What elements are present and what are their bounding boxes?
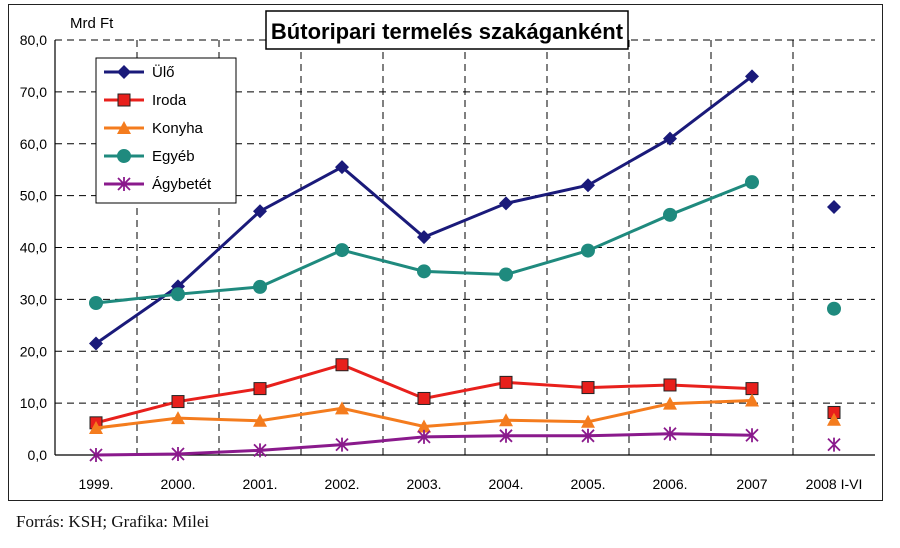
point-iroda: [171, 395, 185, 409]
y-tick-label: 50,0: [20, 188, 47, 204]
point-agybetet: [499, 428, 513, 443]
legend-label-konyha: Konyha: [152, 120, 204, 137]
point-konyha: [253, 413, 267, 427]
point-konyha: [499, 413, 513, 427]
x-tick-label: 2003.: [406, 476, 441, 492]
chart-title: Bútoripari termelés szakáganként: [271, 19, 624, 44]
legend-label-agybetet: Ágybetét: [152, 176, 212, 193]
point-egyeb: [663, 207, 677, 222]
chart-frame: [8, 4, 883, 501]
y-tick-label: 80,0: [20, 32, 47, 48]
point-egyeb: [827, 301, 841, 316]
y-tick-label: 20,0: [20, 343, 47, 359]
point-agybetet: [335, 437, 349, 452]
point-agybetet: [663, 426, 677, 441]
point-agybetet: [827, 437, 841, 452]
point-konyha: [663, 396, 677, 410]
point-agybetet: [171, 446, 185, 461]
y-tick-label: 0,0: [28, 447, 48, 463]
point-agybetet: [581, 428, 595, 443]
point-ulo: [581, 178, 595, 193]
x-tick-label: 1999.: [78, 476, 113, 492]
point-ulo: [417, 230, 431, 245]
point-ulo: [827, 200, 841, 215]
point-iroda: [745, 382, 759, 396]
point-iroda: [417, 391, 431, 405]
point-ulo: [89, 336, 103, 351]
point-ulo: [745, 69, 759, 84]
y-tick-label: 30,0: [20, 291, 47, 307]
source-note: Forrás: KSH; Grafika: Milei: [16, 512, 210, 531]
point-egyeb: [581, 243, 595, 258]
point-agybetet: [745, 428, 759, 443]
point-konyha: [417, 419, 431, 433]
point-iroda: [663, 378, 677, 392]
point-egyeb: [89, 296, 103, 311]
legend-label-egyeb: Egyéb: [152, 148, 195, 165]
legend-marker-egyeb: [117, 149, 131, 163]
legend-marker-agybetet: [117, 177, 131, 191]
legend-marker-konyha: [117, 121, 131, 134]
point-konyha: [827, 412, 841, 426]
legend-label-ulo: Ülő: [152, 63, 175, 81]
point-konyha: [745, 393, 759, 407]
point-konyha: [335, 401, 349, 415]
y-tick-label: 40,0: [20, 240, 47, 256]
point-ulo: [335, 160, 349, 175]
point-agybetet: [89, 448, 103, 462]
point-iroda: [335, 358, 349, 372]
x-tick-label: 2007: [736, 476, 767, 492]
title-box: [265, 10, 629, 50]
point-konyha: [171, 411, 185, 425]
point-iroda: [499, 375, 513, 389]
point-konyha: [89, 421, 103, 435]
point-egyeb: [253, 279, 267, 294]
y-axis-label: Mrd Ft: [70, 15, 114, 32]
point-ulo: [499, 196, 513, 211]
x-tick-label: 2006.: [652, 476, 687, 492]
point-egyeb: [171, 287, 185, 302]
legend-marker-ulo: [117, 65, 131, 79]
x-tick-label: 2004.: [488, 476, 523, 492]
point-iroda: [253, 382, 267, 396]
x-tick-label: 2005.: [570, 476, 605, 492]
y-tick-label: 60,0: [20, 136, 47, 152]
legend-label-iroda: Iroda: [152, 92, 187, 109]
point-ulo: [253, 204, 267, 219]
line-chart: 0,0 10,0 20,0 30,0 40,0 50,0 60,0 70,0 80,0 1999.…: [20, 10, 875, 492]
x-tick-label: 2001.: [242, 476, 277, 492]
point-egyeb: [335, 243, 349, 258]
point-egyeb: [499, 267, 513, 282]
x-tick-label: 2002.: [324, 476, 359, 492]
y-tick-label: 10,0: [20, 395, 47, 411]
legend-marker-iroda: [117, 93, 131, 107]
point-egyeb: [417, 264, 431, 279]
point-agybetet: [417, 429, 431, 444]
x-tick-label: 2000.: [160, 476, 195, 492]
point-egyeb: [745, 175, 759, 190]
point-agybetet: [253, 443, 267, 458]
point-iroda: [581, 381, 595, 395]
x-tick-label: 2008 I-VI: [806, 476, 863, 492]
point-konyha: [581, 414, 595, 428]
y-tick-label: 70,0: [20, 84, 47, 100]
point-ulo: [663, 131, 677, 146]
